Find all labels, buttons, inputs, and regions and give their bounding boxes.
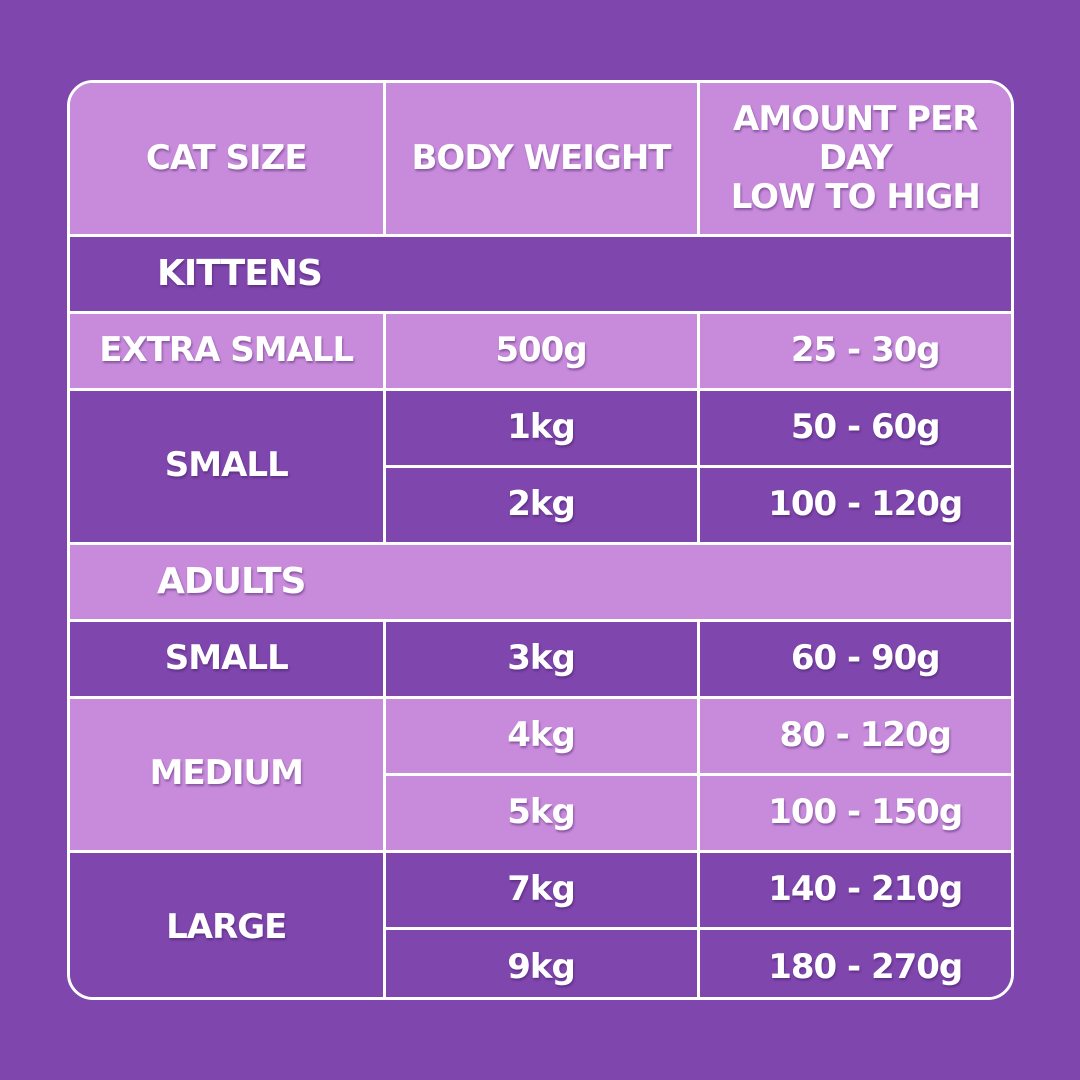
body-weight-cell: 5kg	[384, 772, 700, 853]
body-weight-cell: 7kg	[382, 849, 700, 930]
amount-cell: 25 - 30g	[696, 310, 1011, 391]
feeding-table-frame: CAT SIZE BODY WEIGHT AMOUNT PER DAY LOW …	[67, 80, 1014, 1000]
table-row: SMALL 1kg 50 - 60g	[70, 387, 1011, 545]
group-label-kittens: KITTENS	[70, 233, 1011, 314]
amount-cell: 100 - 150g	[696, 772, 1011, 853]
feeding-table: CAT SIZE BODY WEIGHT AMOUNT PER DAY LOW …	[70, 83, 1011, 997]
body-weight-cell: 4kg	[382, 695, 700, 776]
body-weight-cell: 9kg	[384, 926, 700, 997]
amount-cell: 50 - 60g	[696, 387, 1011, 468]
body-weight-cell: 1kg	[382, 387, 700, 468]
group-row-kittens: KITTENS	[70, 233, 1011, 314]
body-weight-cell: 2kg	[384, 464, 700, 545]
group-label-adults: ADULTS	[70, 541, 1011, 622]
header-amount-line2: LOW TO HIGH	[730, 176, 981, 217]
header-body-weight: BODY WEIGHT	[382, 83, 700, 237]
table-row: LARGE 7kg 140 - 210g	[70, 849, 1011, 997]
header-amount-per-day: AMOUNT PER DAY LOW TO HIGH	[696, 83, 1011, 237]
body-weight-cell: 500g	[382, 310, 700, 391]
header-cat-size: CAT SIZE	[70, 83, 386, 237]
amount-cell: 100 - 120g	[696, 464, 1011, 545]
header-row: CAT SIZE BODY WEIGHT AMOUNT PER DAY LOW …	[70, 83, 1011, 237]
table-row: SMALL 3kg 60 - 90g	[70, 618, 1011, 699]
header-amount-line1: AMOUNT PER DAY	[733, 98, 978, 178]
table-row: EXTRA SMALL 500g 25 - 30g	[70, 310, 1011, 391]
table-row: MEDIUM 4kg 80 - 120g	[70, 695, 1011, 853]
cat-size-cell: LARGE	[70, 849, 386, 997]
cat-size-cell: SMALL	[70, 618, 386, 699]
cat-size-cell: SMALL	[70, 387, 386, 545]
amount-cell: 60 - 90g	[696, 618, 1011, 699]
amount-cell: 80 - 120g	[696, 695, 1011, 776]
amount-cell: 180 - 270g	[696, 926, 1011, 997]
group-row-adults: ADULTS	[70, 541, 1011, 622]
amount-cell: 140 - 210g	[696, 849, 1011, 930]
cat-size-cell: MEDIUM	[70, 695, 386, 853]
table-row: 2kg 100 - 120g	[70, 464, 1011, 545]
body-weight-cell: 3kg	[382, 618, 700, 699]
cat-size-cell: EXTRA SMALL	[70, 310, 386, 391]
